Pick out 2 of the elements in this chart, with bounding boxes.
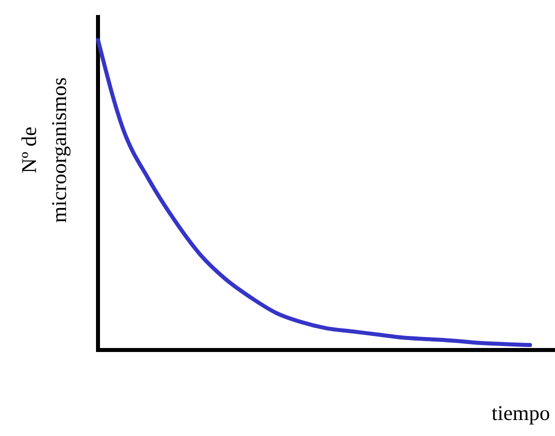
y-axis-title: Nº de microorganismos	[17, 77, 71, 223]
x-axis-title: tiempo	[492, 401, 550, 425]
